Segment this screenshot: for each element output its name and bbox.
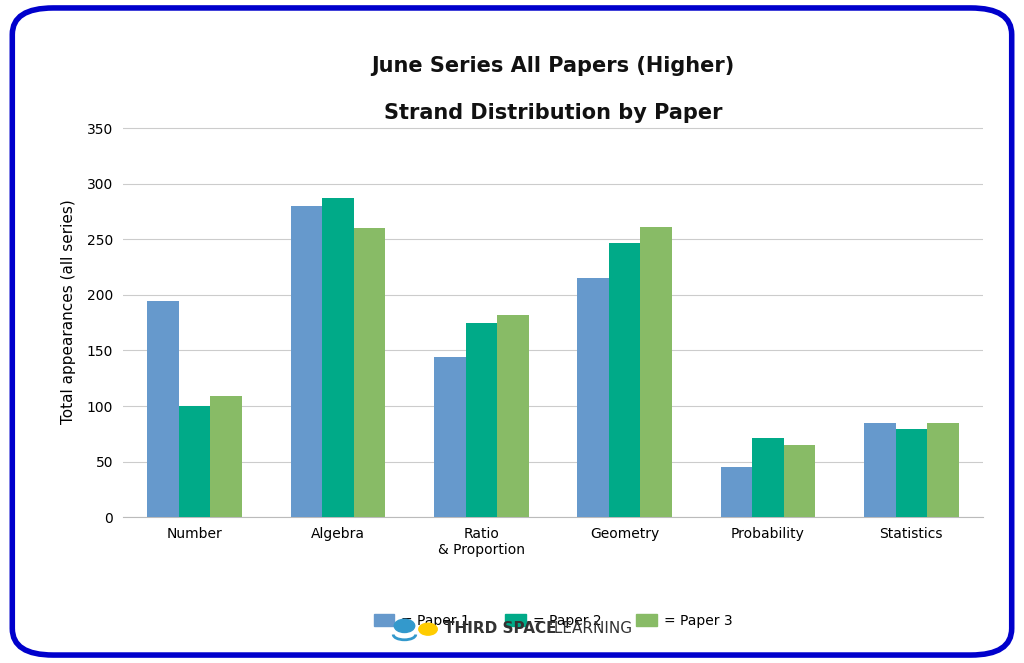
Bar xyxy=(753,438,783,517)
Legend: = Paper 1, = Paper 2, = Paper 3: = Paper 1, = Paper 2, = Paper 3 xyxy=(368,609,738,634)
Bar xyxy=(896,430,927,517)
Bar xyxy=(147,300,179,517)
Bar xyxy=(783,445,815,517)
Bar xyxy=(721,467,753,517)
Bar xyxy=(323,198,353,517)
Bar xyxy=(497,315,528,517)
Text: THIRD SPACE: THIRD SPACE xyxy=(444,621,557,636)
Bar xyxy=(353,228,385,517)
Bar xyxy=(179,406,210,517)
Bar xyxy=(864,423,896,517)
Text: Strand Distribution by Paper: Strand Distribution by Paper xyxy=(384,103,722,123)
Bar xyxy=(434,357,466,517)
Text: LEARNING: LEARNING xyxy=(549,621,632,636)
Bar xyxy=(291,206,323,517)
Text: June Series All Papers (Higher): June Series All Papers (Higher) xyxy=(372,56,734,76)
Bar xyxy=(609,243,640,517)
Bar xyxy=(210,396,242,517)
Bar xyxy=(927,423,958,517)
Y-axis label: Total appearances (all series): Total appearances (all series) xyxy=(60,200,76,424)
Bar xyxy=(640,227,672,517)
Bar xyxy=(466,323,497,517)
Bar xyxy=(578,278,609,517)
